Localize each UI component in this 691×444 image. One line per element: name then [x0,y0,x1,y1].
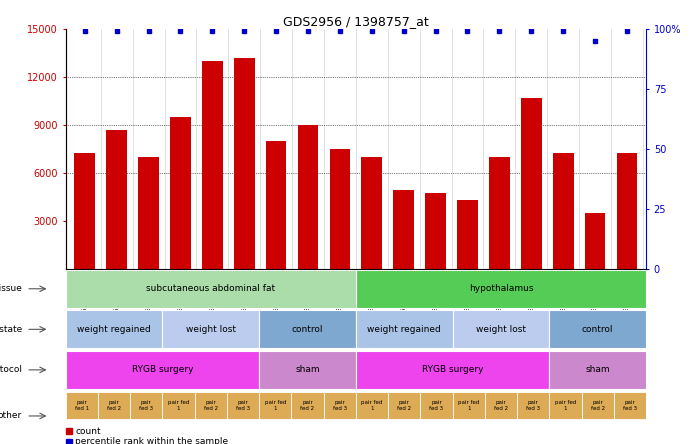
Bar [162,310,259,349]
Text: tissue: tissue [0,284,22,293]
Bar [227,392,259,419]
Text: weight regained: weight regained [77,325,151,334]
Text: pair
fed 3: pair fed 3 [429,400,444,411]
Bar [66,351,259,389]
Bar [266,141,287,269]
Bar [356,392,388,419]
Bar [489,157,510,269]
Text: pair
fed 2: pair fed 2 [107,400,121,411]
Text: sham: sham [295,365,320,374]
Bar [162,392,195,419]
Text: RYGB surgery: RYGB surgery [131,365,193,374]
Bar [614,392,646,419]
Text: count: count [75,427,101,436]
Bar [485,392,517,419]
Text: pair
fed 1: pair fed 1 [75,400,89,411]
Bar [356,351,549,389]
Text: weight regained: weight regained [368,325,441,334]
Bar [66,270,356,308]
Bar [130,392,162,419]
Bar [106,130,127,269]
Bar [292,392,323,419]
Bar [170,117,191,269]
Bar [453,392,485,419]
Bar [582,392,614,419]
Text: RYGB surgery: RYGB surgery [422,365,484,374]
Bar [549,392,582,419]
Text: pair fed
1: pair fed 1 [168,400,189,411]
Bar [356,310,453,349]
Text: protocol: protocol [0,365,22,374]
Text: pair
fed 3: pair fed 3 [236,400,250,411]
Bar [457,200,478,269]
Bar [356,270,646,308]
Bar [98,392,130,419]
Bar [517,392,549,419]
Bar [393,190,414,269]
Bar [234,58,254,269]
Bar [330,149,350,269]
Bar [75,154,95,269]
Bar [549,351,646,389]
Bar [553,154,574,269]
Bar [388,392,420,419]
Bar [361,157,382,269]
Bar [425,194,446,269]
Bar [298,125,319,269]
Text: pair
fed 3: pair fed 3 [139,400,153,411]
Text: pair
fed 3: pair fed 3 [623,400,637,411]
Bar [453,310,549,349]
Text: pair fed
1: pair fed 1 [458,400,480,411]
Text: pair fed
1: pair fed 1 [555,400,576,411]
Text: pair
fed 2: pair fed 2 [204,400,218,411]
Text: pair
fed 2: pair fed 2 [397,400,411,411]
Text: hypothalamus: hypothalamus [468,284,533,293]
Bar [66,392,98,419]
Text: pair fed
1: pair fed 1 [361,400,383,411]
Text: pair
fed 2: pair fed 2 [301,400,314,411]
Bar [259,351,356,389]
Text: control: control [582,325,614,334]
Text: weight lost: weight lost [186,325,236,334]
Bar [549,310,646,349]
Text: pair
fed 3: pair fed 3 [526,400,540,411]
Bar [259,392,292,419]
Bar [585,213,605,269]
Bar [420,392,453,419]
Text: subcutaneous abdominal fat: subcutaneous abdominal fat [146,284,275,293]
Text: percentile rank within the sample: percentile rank within the sample [75,437,229,444]
Bar [616,154,637,269]
Text: pair
fed 3: pair fed 3 [332,400,347,411]
Bar [323,392,356,419]
Text: pair fed
1: pair fed 1 [265,400,286,411]
Text: pair
fed 2: pair fed 2 [591,400,605,411]
Bar [521,98,542,269]
Title: GDS2956 / 1398757_at: GDS2956 / 1398757_at [283,15,428,28]
Text: disease state: disease state [0,325,22,334]
Text: pair
fed 2: pair fed 2 [494,400,508,411]
Bar [195,392,227,419]
Bar [202,61,223,269]
Text: sham: sham [585,365,610,374]
Text: control: control [292,325,323,334]
Bar [66,310,162,349]
Text: weight lost: weight lost [476,325,526,334]
Bar [138,157,159,269]
Bar [259,310,356,349]
Text: other: other [0,412,22,420]
